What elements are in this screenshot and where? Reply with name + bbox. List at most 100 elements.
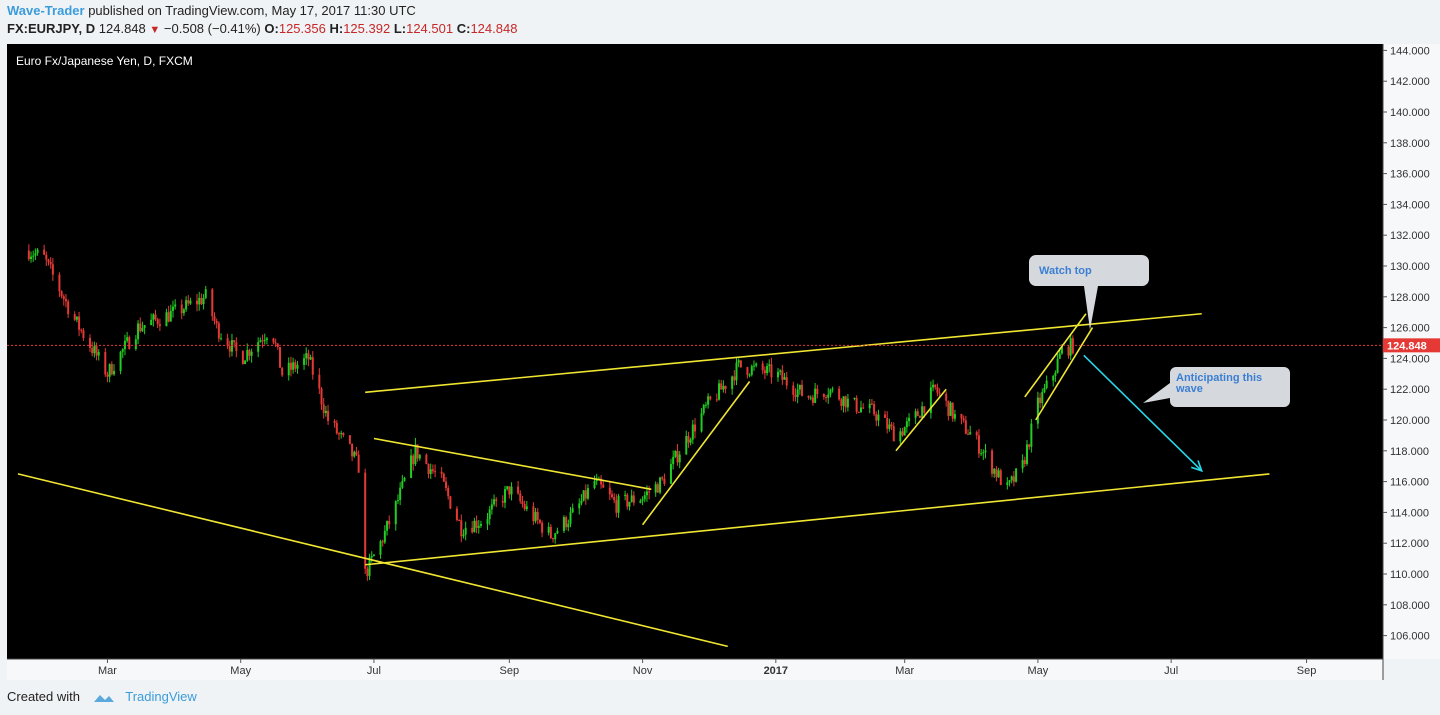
candle-body [737, 360, 740, 363]
candle-body [945, 393, 948, 401]
candle-body [1006, 482, 1009, 485]
candle-body [78, 316, 81, 330]
candle-body [676, 450, 679, 463]
candle-body [309, 357, 312, 360]
candle-body [582, 490, 585, 501]
candle-body [794, 394, 797, 397]
candle-body [342, 433, 345, 436]
x-tick-label: May [230, 665, 251, 677]
y-tick-label: 110.000 [1390, 569, 1429, 581]
callout-watch-top[interactable]: Watch top [1029, 255, 1149, 330]
candle-body [119, 351, 122, 372]
candle-body [305, 353, 308, 359]
candle-body [554, 533, 557, 540]
candle-body [333, 420, 336, 423]
candle-body [792, 385, 795, 395]
candle-body [49, 261, 52, 265]
candle-body [936, 387, 939, 393]
candle-body [552, 538, 555, 540]
x-tick-label: 2017 [764, 665, 788, 677]
candle-body [586, 488, 589, 499]
candle-body [1058, 353, 1061, 359]
candle-body [661, 477, 664, 479]
candle-body [905, 421, 908, 428]
chart-title: Euro Fx/Japanese Yen, D, FXCM [16, 54, 193, 68]
candle-body [735, 362, 738, 381]
author-link[interactable]: Wave-Trader [7, 3, 85, 18]
candle-body [722, 385, 725, 390]
candle-body [608, 487, 611, 495]
price-chart[interactable]: 144.000 142.000 140.000 138.000 136.000 134.0… [0, 40, 1440, 680]
candle-body [678, 454, 681, 463]
candle-body [798, 384, 801, 390]
candle-body [108, 364, 111, 377]
candle-body [853, 397, 856, 399]
candle-body [211, 289, 214, 317]
candle-body [418, 454, 421, 459]
candle-body [648, 491, 651, 493]
candle-body [196, 300, 199, 305]
candle-body [656, 484, 659, 493]
candle-body [215, 321, 218, 324]
last-price: 124.848 [98, 21, 146, 36]
candle-body [165, 312, 168, 327]
candle-body [150, 319, 153, 326]
candle-body [862, 407, 865, 409]
candle-body [379, 541, 382, 555]
candle-body [593, 481, 596, 489]
candle-body [67, 301, 70, 315]
candle-body [340, 433, 343, 435]
candle-body [768, 364, 771, 367]
publish-info: Wave-Trader published on TradingView.com… [7, 3, 416, 18]
candle-body [47, 259, 50, 262]
candle-body [510, 486, 513, 495]
candle-body [600, 478, 603, 485]
candle-body [479, 523, 482, 526]
candle-body [1025, 444, 1028, 464]
down-arrow-icon: ▼ [149, 24, 161, 36]
candle-body [1030, 423, 1033, 447]
candle-body [534, 511, 537, 522]
candle-body [829, 389, 832, 395]
candle-body [152, 314, 155, 320]
y-tick-label: 112.000 [1390, 538, 1429, 550]
candle-body [174, 304, 177, 307]
candle-body [73, 314, 76, 320]
x-tick-label: Jul [1164, 665, 1178, 677]
candle-body [217, 323, 220, 339]
price-change: −0.508 (−0.41%) [163, 21, 261, 36]
candle-body [755, 363, 758, 366]
candle-body [766, 366, 769, 374]
candle-body [416, 444, 419, 459]
candle-body [715, 399, 718, 401]
candle-body [495, 499, 498, 502]
candle-body [748, 374, 751, 376]
candle-body [770, 364, 773, 378]
candle-body [613, 497, 616, 501]
candle-body [372, 554, 375, 557]
candle-body [93, 346, 96, 354]
candle-body [538, 519, 541, 523]
candle-body [307, 353, 310, 360]
candle-body [128, 337, 131, 350]
candle-body [899, 431, 902, 442]
candle-body [700, 413, 703, 432]
candle-body [187, 300, 190, 304]
candle-body [167, 312, 170, 322]
candle-body [200, 297, 203, 305]
candle-body [137, 323, 140, 340]
candle-body [783, 377, 786, 380]
trendline-rally-channel-1 [641, 381, 751, 526]
trendline-consolidation-top [373, 437, 652, 491]
candle-body [903, 427, 906, 436]
time-axis[interactable] [7, 659, 1383, 680]
candle-body [949, 402, 952, 416]
candle-body [296, 364, 299, 369]
candle-body [1060, 346, 1063, 354]
tradingview-link[interactable]: TradingView [125, 689, 197, 704]
candle-body [731, 376, 734, 389]
plot-area[interactable] [7, 44, 1383, 659]
candle-body [412, 455, 415, 465]
candle-body [929, 387, 932, 413]
callout-anticipating[interactable]: Anticipating this wave [1143, 367, 1290, 407]
